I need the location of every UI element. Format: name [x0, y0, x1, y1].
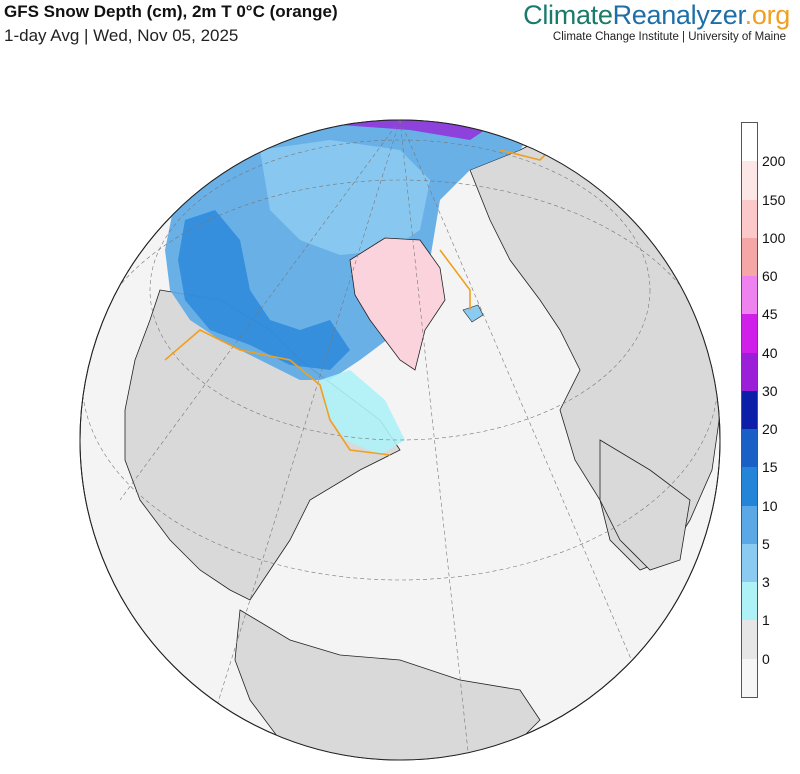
- brand-org: .org: [744, 0, 791, 30]
- legend-label: 45: [762, 306, 778, 323]
- iceland: [462, 304, 484, 323]
- legend-label: 200: [762, 153, 786, 170]
- map-title: GFS Snow Depth (cm), 2m T 0°C (orange): [4, 2, 338, 21]
- legend-swatch: [742, 582, 757, 621]
- legend-swatch: [742, 237, 757, 277]
- legend-label: 30: [762, 382, 778, 399]
- legend-label: 0: [762, 650, 770, 667]
- legend-swatch: [742, 505, 757, 545]
- legend-label: 5: [762, 535, 770, 552]
- africa-landmass: [599, 439, 691, 571]
- color-legend-bar: [741, 122, 758, 698]
- legend-label: 40: [762, 344, 778, 361]
- legend-label: 150: [762, 191, 786, 208]
- labrador-snow: [320, 370, 405, 455]
- legend-swatch: [742, 314, 757, 354]
- legend-swatch: [742, 620, 757, 660]
- legend-label: 15: [762, 459, 778, 476]
- legend-swatch: [742, 199, 757, 239]
- legend-swatch: [742, 467, 757, 507]
- legend-swatch: [742, 276, 757, 315]
- legend-label: 60: [762, 268, 778, 285]
- legend-label: 10: [762, 497, 778, 514]
- brand-logo[interactable]: ClimateReanalyzer.org: [523, 0, 790, 31]
- sea-ice-blue: [260, 140, 430, 255]
- legend-label: 1: [762, 612, 770, 629]
- legend-swatch: [742, 658, 757, 698]
- legend-swatch: [742, 429, 757, 468]
- brand-reanalyzer: Reanalyzer: [612, 0, 745, 30]
- deep-snow-purple: [230, 120, 500, 160]
- legend-label: 100: [762, 229, 786, 246]
- legend-swatch: [742, 543, 757, 583]
- legend-swatch: [742, 161, 757, 201]
- legend-label: 20: [762, 421, 778, 438]
- brand-climate: Climate: [523, 0, 613, 30]
- greenland-ice-sheet: [349, 237, 446, 371]
- legend-label: 3: [762, 574, 770, 591]
- institution-credit: Climate Change Institute | University of…: [552, 31, 786, 43]
- snow-cover-canada: [178, 210, 350, 370]
- legend-swatch: [742, 123, 757, 162]
- map-subtitle: 1-day Avg | Wed, Nov 05, 2025: [4, 26, 239, 45]
- legend-swatch: [742, 352, 757, 392]
- legend-swatch: [742, 390, 757, 430]
